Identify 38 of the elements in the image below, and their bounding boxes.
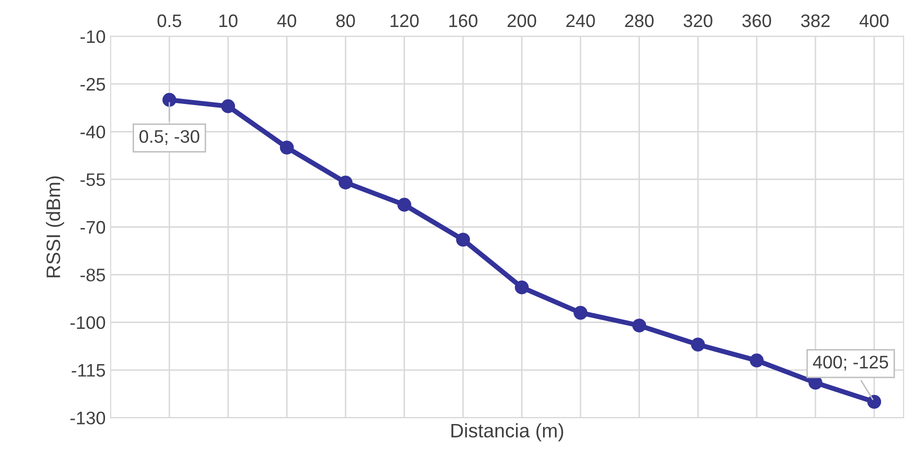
point (574, 306, 588, 320)
point (867, 394, 882, 409)
y-tick-label: -85 (80, 268, 106, 282)
y-tick-label: -70 (80, 220, 106, 234)
x-tick-label: 10 (219, 14, 238, 28)
x-tick-label: 160 (449, 14, 478, 28)
point (456, 232, 470, 247)
x-tick-label: 400 (860, 14, 889, 28)
point (397, 198, 412, 212)
point (632, 318, 646, 332)
y-tick-label: -100 (70, 316, 106, 330)
point (221, 99, 236, 114)
x-tick-label: 80 (336, 14, 355, 28)
point (338, 176, 353, 190)
y-tick-label: -115 (72, 364, 106, 377)
y-tick-label: -130 (70, 412, 106, 424)
y-tick-label: -40 (80, 126, 106, 138)
x-tick-label: 280 (625, 14, 654, 28)
point (691, 338, 705, 352)
annotation: 0.5; -30 (139, 130, 200, 145)
x-tick-label: 360 (742, 14, 772, 28)
x-tick-label: 120 (390, 14, 419, 28)
x-tick-label: 40 (277, 14, 296, 28)
annotation: 400; -125 (812, 356, 888, 371)
point (162, 92, 176, 107)
y-tick-label: -10 (80, 30, 106, 44)
point (750, 354, 764, 368)
x-tick-label: 382 (801, 14, 830, 28)
x-tick-label: 320 (684, 14, 712, 28)
x-tick-label: 240 (566, 14, 595, 28)
point (280, 140, 294, 154)
x-tick-label: 0.5 (158, 14, 182, 28)
x-axis-title: Distancia (m) (451, 423, 564, 442)
y-tick-label: -25 (80, 78, 106, 91)
x-tick-label: 200 (508, 14, 536, 28)
y-tick-label: -55 (80, 173, 106, 186)
y-axis-title: RSSI (dBm) (46, 176, 64, 278)
point (514, 280, 529, 294)
